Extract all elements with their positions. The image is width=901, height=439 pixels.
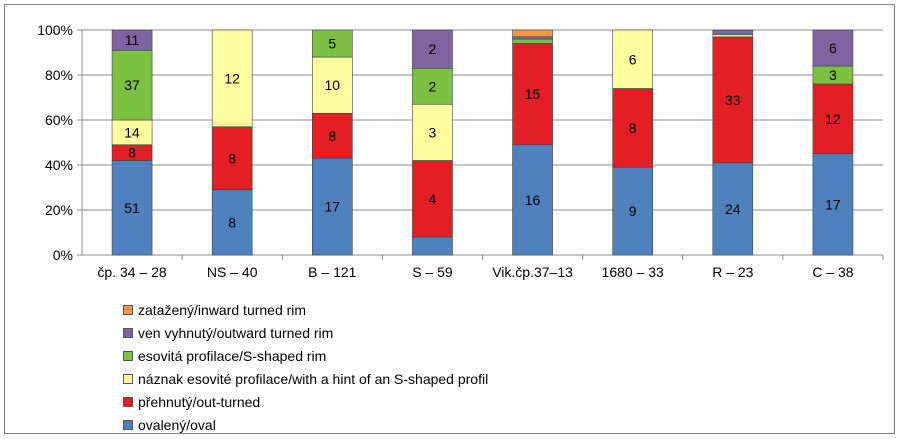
bar-segment xyxy=(512,38,553,44)
bar-segment xyxy=(312,112,353,159)
data-label: 6 xyxy=(829,40,837,56)
bar-segment xyxy=(712,162,754,256)
data-label: 3 xyxy=(429,124,437,140)
y-tick-label: 20% xyxy=(45,202,73,218)
bar-segment xyxy=(812,29,854,67)
data-label: 9 xyxy=(629,203,637,219)
bar-segment xyxy=(312,56,353,114)
bar-segment xyxy=(712,29,754,35)
legend-label: zatažený/inward turned rim xyxy=(138,301,307,318)
data-label: 37 xyxy=(124,77,140,93)
data-label: 17 xyxy=(325,199,341,215)
data-label: 16 xyxy=(525,192,541,208)
data-label: 8 xyxy=(629,120,637,136)
legend-item: náznak esovité profilace/with a hint of … xyxy=(123,367,488,390)
legend-swatch xyxy=(123,304,133,315)
bar-segment xyxy=(512,36,553,40)
data-label: 17 xyxy=(825,196,841,212)
data-label: 51 xyxy=(124,200,140,216)
bar-segment xyxy=(812,153,854,256)
bar-segment xyxy=(211,189,253,256)
legend-swatch xyxy=(123,419,133,430)
bar-segment xyxy=(211,29,253,128)
legend-item: esovitá profilace/S-shaped rim xyxy=(123,344,488,367)
legend-swatch xyxy=(123,327,133,338)
data-label: 8 xyxy=(228,150,236,166)
legend-item: přehnutý/out-turned xyxy=(123,390,488,413)
bar-segment xyxy=(412,67,453,105)
data-label: 33 xyxy=(725,92,741,108)
legend-item: ovalený/oval xyxy=(123,413,488,436)
bar-segment xyxy=(412,103,453,161)
bar-segment xyxy=(612,166,653,256)
bar-segment xyxy=(412,29,453,69)
data-label: 2 xyxy=(429,78,437,94)
data-label: 14 xyxy=(124,124,140,140)
bar-segment xyxy=(111,160,153,256)
x-tick-label: C – 38 xyxy=(812,264,853,280)
legend-swatch xyxy=(123,396,133,407)
bar-segment xyxy=(312,157,353,256)
y-axis-ticks: 0% 20% 40% 60% 80% 100% xyxy=(37,22,73,263)
x-tick-label: R – 23 xyxy=(712,264,753,280)
x-tick-label: S – 59 xyxy=(412,264,453,280)
bar-segment xyxy=(111,119,153,146)
bar-segment xyxy=(211,126,253,191)
legend-label: přehnutý/out-turned xyxy=(138,393,261,410)
bar-segment xyxy=(712,34,754,38)
bar-segment xyxy=(512,43,553,146)
data-label: 6 xyxy=(629,51,637,67)
gridlines xyxy=(77,29,884,260)
data-label: 10 xyxy=(325,77,341,93)
legend-label: ovalený/oval xyxy=(138,416,216,433)
legend-item: ven vyhnutý/outward turned rim xyxy=(123,321,488,344)
legend-label: esovitá profilace/S-shaped rim xyxy=(138,347,327,364)
legend-label: ven vyhnutý/outward turned rim xyxy=(138,324,334,341)
legend-item: zatažený/inward turned rim xyxy=(123,298,488,321)
data-label: 2 xyxy=(429,41,437,57)
legend-swatch xyxy=(123,373,133,384)
bar-segment xyxy=(412,236,453,256)
bar-segment xyxy=(812,83,854,155)
x-tick-label: NS – 40 xyxy=(207,264,258,280)
data-label: 8 xyxy=(128,145,136,161)
data-label: 12 xyxy=(825,111,841,127)
x-tick-label: 1680 – 33 xyxy=(602,264,664,280)
data-label: 15 xyxy=(525,86,541,102)
x-tick-label: B – 121 xyxy=(308,264,356,280)
x-tick-label: Vik.čp.37–13 xyxy=(492,264,573,280)
data-label: 11 xyxy=(125,32,140,48)
legend-swatch xyxy=(123,350,133,361)
legend: zatažený/inward turned rim ven vyhnutý/ou… xyxy=(123,298,488,436)
y-tick-label: 0% xyxy=(53,247,73,263)
bar-segment xyxy=(512,29,553,38)
data-label: 5 xyxy=(328,36,336,52)
y-tick-label: 40% xyxy=(45,157,73,173)
data-label: 8 xyxy=(228,214,236,230)
y-tick-label: 80% xyxy=(45,67,73,83)
chart-frame: 0% 20% 40% 60% 80% 100% 51 8 14 37 11 8 8 12 17 8 10 5 4 3… xyxy=(4,4,895,434)
bar-segment xyxy=(612,29,653,89)
x-axis-ticks: čp. 34 – 28 NS – 40 B – 121 S – 59 Vik.čp.37… xyxy=(97,264,853,280)
bar-segment xyxy=(111,29,153,51)
y-tick-label: 60% xyxy=(45,112,73,128)
bars: 51 8 14 37 11 8 8 12 17 8 10 5 4 3 2 2 16 15 9 8 6 24 33 17 12 3 6 xyxy=(111,29,854,256)
data-label: 24 xyxy=(725,201,741,217)
x-tick-label: čp. 34 – 28 xyxy=(97,264,166,280)
bar-segment xyxy=(712,36,754,164)
bar-segment xyxy=(412,160,453,238)
data-label: 8 xyxy=(328,128,336,144)
stacked-bar-chart: 0% 20% 40% 60% 80% 100% 51 8 14 37 11 8 8 12 17 8 10 5 4 3… xyxy=(37,22,884,280)
data-label: 12 xyxy=(224,70,240,86)
y-tick-label: 100% xyxy=(37,22,73,38)
bar-segment xyxy=(312,29,353,58)
data-label: 4 xyxy=(429,191,437,207)
bar-segment xyxy=(111,49,153,121)
legend-label: náznak esovité profilace/with a hint of … xyxy=(138,370,489,387)
data-label: 3 xyxy=(829,67,837,83)
